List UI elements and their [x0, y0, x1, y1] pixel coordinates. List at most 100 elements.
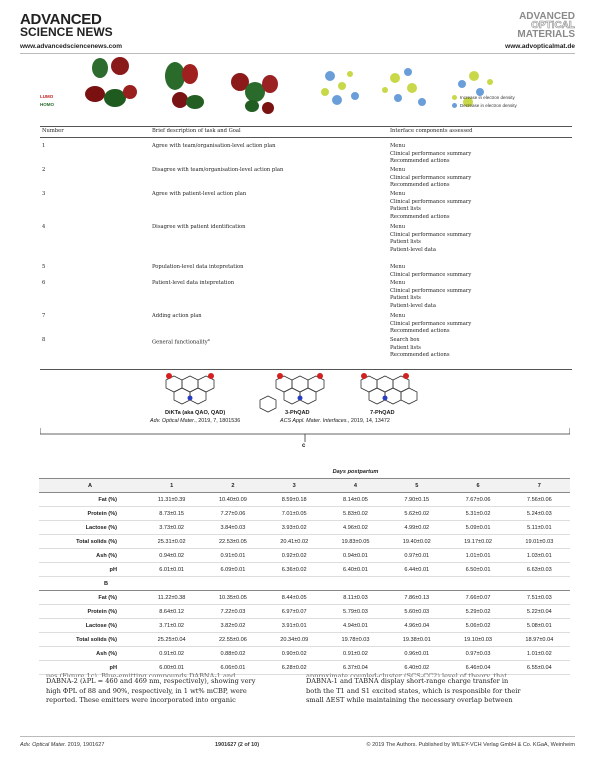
table-cell: 3.82±0.02 — [202, 618, 264, 633]
footer-copyright: © 2019 The Authors. Published by WILEY-V… — [366, 742, 575, 748]
table-cell: 0.94±0.01 — [324, 548, 387, 563]
task-row-description-text: General functionality — [152, 339, 208, 346]
table-row: Ash (%) 0.91±0.02 0.88±0.02 0.90±0.02 0.91±0… — [39, 646, 570, 661]
table-cell: 0.90±0.02 — [263, 646, 325, 661]
row-label: Fat (%) — [39, 590, 141, 605]
row-label: pH — [39, 562, 141, 577]
left-url[interactable]: www.advancedsciencenews.com — [20, 43, 122, 50]
task-col-components: Interface components assessed — [390, 128, 473, 134]
milk-column-header: 4 — [324, 478, 387, 493]
table-cell: 8.64±0.12 — [141, 604, 203, 619]
task-row-component: Patient-level data — [390, 302, 436, 309]
table-cell: 11.22±0.38 — [141, 590, 203, 605]
table-cell: 11.31±0.39 — [141, 492, 203, 507]
table-cell: 7.01±0.05 — [263, 506, 325, 521]
table-cell: 5.60±0.03 — [386, 604, 448, 619]
section-b-label: B — [39, 576, 570, 591]
milk-column-header: 5 — [386, 478, 448, 493]
table-cell: 1.03±0.01 — [508, 548, 570, 563]
task-row-component: Menu — [390, 191, 406, 197]
task-row-component: Recommended actions — [390, 352, 450, 359]
structure-2-name: 3-PhQAD — [285, 410, 310, 416]
molecule-2-orbitals — [165, 62, 204, 109]
task-row-component: Patient lists — [390, 206, 421, 213]
table-cell: 7.90±0.15 — [386, 492, 448, 507]
table-cell: 6.46±0.04 — [447, 660, 509, 675]
table-cell: 0.91±0.02 — [141, 646, 203, 661]
task-row-description-text: Disagree with team/organisation-level ac… — [152, 167, 284, 173]
table-row: pH 6.00±0.01 6.06±0.01 6.28±0.02 6.37±0.04 6.… — [39, 660, 570, 675]
task-row-description: Adding action plan — [152, 313, 202, 320]
table-cell: 6.28±0.02 — [263, 660, 325, 675]
table-cell: 6.55±0.04 — [508, 660, 570, 675]
table-cell: 5.24±0.03 — [508, 506, 570, 521]
task-table-header-rule — [40, 137, 572, 138]
structures-art — [39, 373, 571, 442]
table-cell: 3.71±0.02 — [141, 618, 203, 633]
table-cell: 7.27±0.06 — [202, 506, 264, 521]
table-cell: 5.31±0.02 — [447, 506, 509, 521]
structure-3-name: 7-PhQAD — [370, 410, 395, 416]
task-row-footnote-mark: a — [207, 338, 210, 342]
task-row-component: Clinical performance summary — [390, 320, 472, 327]
table-cell: 5.79±0.03 — [324, 604, 387, 619]
table-cell: 7.86±0.13 — [386, 590, 448, 605]
table-cell: 6.40±0.01 — [324, 562, 387, 577]
right-url[interactable]: www.advopticalmat.de — [505, 43, 575, 50]
table-cell: 6.36±0.02 — [263, 562, 325, 577]
task-row-component: Recommended actions — [390, 182, 450, 189]
milk-column-header: 6 — [447, 478, 509, 493]
task-row-component: Patient lists — [390, 344, 421, 351]
table-cell: 10.35±0.05 — [202, 590, 264, 605]
table-cell: 0.91±0.01 — [202, 548, 264, 563]
molecule-4-density — [321, 71, 359, 105]
body-left-line-1: DABNA-2 (λPL = 460 and 469 nm, respectiv… — [46, 677, 256, 685]
table-cell: 5.11±0.01 — [508, 520, 570, 535]
table-cell: 3.84±0.03 — [202, 520, 264, 535]
structure-23-ref-journal: ACS Appl. Mater. Interfaces. — [280, 418, 348, 424]
journal-brand-right: ADVANCED OPTICAL MATERIALS — [517, 12, 575, 40]
task-col-description: Brief description of task and Goal — [152, 128, 241, 134]
table-cell: 6.01±0.01 — [141, 562, 203, 577]
structure-2-nitrogen — [297, 395, 303, 401]
row-label: Protein (%) — [39, 506, 141, 521]
table-cell: 5.62±0.02 — [386, 506, 448, 521]
table-cell: 3.91±0.01 — [263, 618, 325, 633]
table-cell: 7.56±0.06 — [508, 492, 570, 507]
task-row-description: General functionalitya — [152, 337, 210, 347]
task-row-number: 3 — [42, 191, 46, 197]
structure-3-oxygen-right — [403, 373, 409, 379]
table-row: Ash (%) 0.94±0.02 0.91±0.01 0.92±0.02 0.94±0… — [39, 548, 570, 563]
table-row: Lactose (%) 3.73±0.02 3.84±0.03 3.93±0.02 4.… — [39, 520, 570, 535]
task-table-top-rule — [40, 126, 572, 127]
table-cell: 19.38±0.01 — [386, 632, 448, 647]
structure-1-nitrogen — [187, 395, 193, 401]
table-cell: 1.01±0.02 — [508, 646, 570, 661]
milk-column-header: 1 — [141, 478, 203, 493]
body-right-line-1: DABNA-1 and TABNA display short-range ch… — [306, 677, 509, 685]
table-cell: 6.09±0.01 — [202, 562, 264, 577]
increase-swatch-icon — [452, 95, 457, 100]
task-row-component: Clinical performance summary — [390, 271, 472, 278]
task-row-component: Menu — [390, 280, 406, 286]
brand-right-line-3: MATERIALS — [517, 29, 575, 40]
task-row-component: Menu — [390, 143, 406, 149]
body-column-right: approximate coupled-cluster (SCS-CC2) le… — [306, 672, 551, 706]
milk-column-header: 7 — [508, 478, 570, 493]
structure-2-art — [259, 375, 325, 413]
structure-1-ref: Adv. Optical Mater., 2019, 7, 1801536 — [150, 418, 240, 424]
table-row: Protein (%) 8.64±0.12 7.22±0.03 6.97±0.07 5.… — [39, 604, 570, 619]
task-row-component: Menu — [390, 313, 406, 319]
row-label: Total solids (%) — [39, 632, 141, 647]
body-left-line-0: ues (Figure 1c). Blue-emitting compounds… — [46, 672, 236, 677]
milk-table-body: Fat (%) 11.31±0.39 10.40±0.09 8.59±0.18 8.14… — [39, 492, 570, 675]
structure-3-nitrogen — [382, 395, 388, 401]
milk-column-header: A — [39, 478, 141, 493]
task-table: Number Brief description of task and Goa… — [40, 124, 572, 372]
table-cell: 6.44±0.01 — [386, 562, 448, 577]
table-cell: 7.67±0.06 — [447, 492, 509, 507]
milk-table-title: Days postpartum — [141, 465, 570, 479]
table-cell: 19.83±0.05 — [324, 534, 387, 549]
table-cell: 10.40±0.09 — [202, 492, 264, 507]
task-row-component: Menu — [390, 264, 406, 270]
